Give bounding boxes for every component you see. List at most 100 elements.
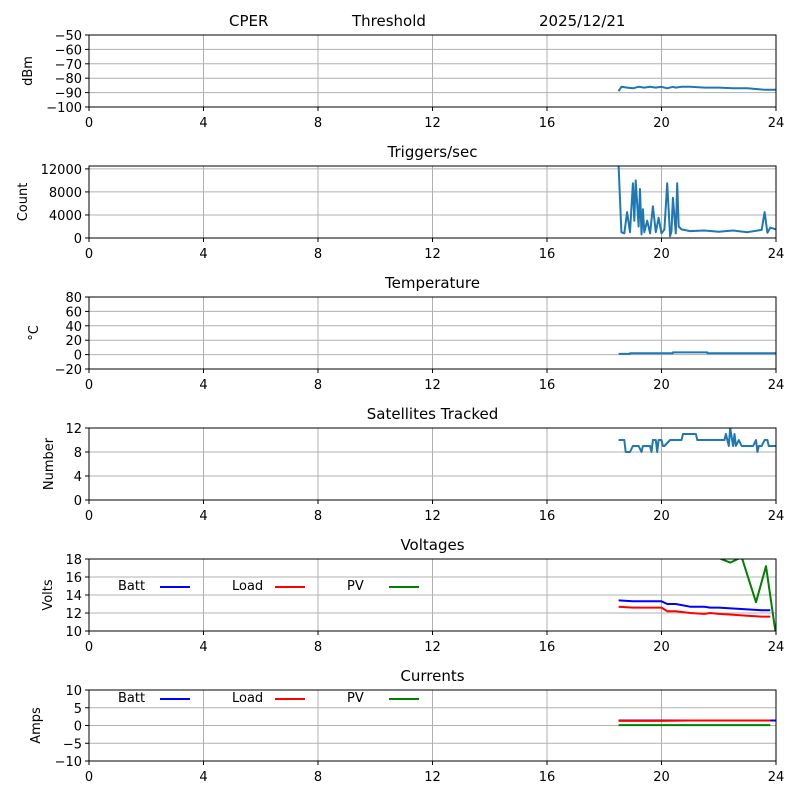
y-tick-label: 8000 [49,186,82,201]
y-tick-label: −70 [55,58,82,73]
x-tick-label: 24 [768,247,785,262]
legend-label-batt: Batt [118,691,145,706]
x-tick-label: 4 [199,378,207,393]
y-tick-label: 10 [65,625,82,640]
x-tick-label: 12 [424,378,441,393]
x-tick-label: 20 [653,640,670,655]
legend-label-load: Load [232,691,263,706]
header-station: CPER [229,12,269,30]
y-tick-label: 12 [65,422,82,437]
x-tick-label: 24 [768,770,785,785]
legend-label-pv: PV [347,691,364,706]
x-tick-label: 0 [85,770,93,785]
y-tick-label: 16 [65,571,82,586]
x-tick-label: 12 [424,770,441,785]
series-line-triggers [617,166,776,238]
x-tick-label: 24 [768,116,785,131]
y-tick-label: −20 [55,363,82,378]
x-tick-label: 0 [85,247,93,262]
x-tick-label: 8 [314,640,322,655]
x-tick-label: 16 [539,770,556,785]
x-tick-label: 4 [199,509,207,524]
y-axis-label: °C [27,325,42,341]
chart-title: Triggers/sec [387,143,478,161]
chart-voltages: 0 4 8 12 16 20 24 10 12 14 16 18 Volts Voltages Batt Lo… [41,536,784,655]
y-axis-label: Number [42,437,57,490]
y-tick-label: −50 [55,29,82,44]
chart-triggers: 0 4 8 12 16 20 24 0 4000 8000 12000 Count Triggers/s… [16,143,784,262]
y-tick-label: 0 [74,349,82,364]
y-tick-label: 12 [65,607,82,622]
chart-title: Currents [400,667,464,685]
chart-title: Satellites Tracked [367,405,498,423]
series-line-temperature [618,351,776,355]
x-tick-label: 16 [539,247,556,262]
y-tick-label: 18 [65,553,82,568]
x-tick-label: 20 [653,770,670,785]
x-tick-label: 8 [314,378,322,393]
chart-satellites: 0 4 8 12 16 20 24 0 4 8 12 Number Satellites Tracked [42,405,784,524]
y-tick-label: −90 [55,87,82,102]
x-tick-label: 16 [539,509,556,524]
y-axis-label: Amps [29,707,44,744]
y-tick-label: −60 [55,43,82,58]
chart-title: Temperature [384,274,480,292]
y-tick-label: 40 [65,320,82,335]
x-tick-label: 24 [768,640,785,655]
chart-title: Voltages [400,536,464,554]
y-axis-label: Count [16,183,31,222]
x-tick-label: 20 [653,247,670,262]
header-mode: Threshold [352,12,426,30]
x-tick-label: 8 [314,116,322,131]
series-line-load [618,605,771,618]
x-tick-label: 12 [424,116,441,131]
series-line-rssi [617,85,776,92]
y-axis-label: dBm [21,56,36,86]
chart-rssi: 0 4 8 12 16 20 24 −100−90−80−70−60−50 dBm [21,29,784,131]
x-tick-label: 20 [653,378,670,393]
x-tick-label: 12 [424,509,441,524]
y-tick-label: 10 [65,684,82,699]
x-tick-label: 0 [85,509,93,524]
x-tick-label: 24 [768,378,785,393]
y-tick-label: 60 [65,305,82,320]
series-line-batt [618,599,771,612]
x-tick-label: 4 [199,116,207,131]
y-tick-label: 80 [65,291,82,306]
y-tick-label: −100 [46,101,82,116]
y-tick-label: −10 [55,755,82,770]
x-tick-label: 0 [85,378,93,393]
x-tick-label: 8 [314,247,322,262]
chart-currents: 0 4 8 12 16 20 24 −10 −5 0 5 10 Amps Currents Batt Load… [29,667,784,785]
x-tick-label: 4 [199,247,207,262]
x-tick-label: 20 [653,116,670,131]
y-tick-label: 0 [74,494,82,509]
y-tick-label: 20 [65,334,82,349]
x-tick-label: 16 [539,640,556,655]
y-tick-label: 4000 [49,209,82,224]
y-tick-label: 5 [74,702,82,717]
y-tick-label: 0 [74,232,82,247]
x-tick-label: 20 [653,509,670,524]
legend-label-pv: PV [347,579,364,594]
x-tick-label: 8 [314,770,322,785]
x-tick-label: 12 [424,640,441,655]
y-tick-label: 4 [74,470,82,485]
x-tick-label: 4 [199,640,207,655]
y-tick-label: 14 [65,589,82,604]
y-tick-label: 8 [74,446,82,461]
x-tick-label: 24 [768,509,785,524]
y-axis-label: Volts [41,579,56,611]
y-tick-label: 0 [74,720,82,735]
x-tick-label: 0 [85,640,93,655]
x-tick-label: 0 [85,116,93,131]
x-tick-label: 4 [199,770,207,785]
legend-label-batt: Batt [118,579,145,594]
series-line-satellites [618,428,776,453]
x-tick-label: 16 [539,378,556,393]
header-date: 2025/12/21 [539,12,626,30]
y-tick-label: −5 [63,737,82,752]
y-tick-label: −80 [55,72,82,87]
